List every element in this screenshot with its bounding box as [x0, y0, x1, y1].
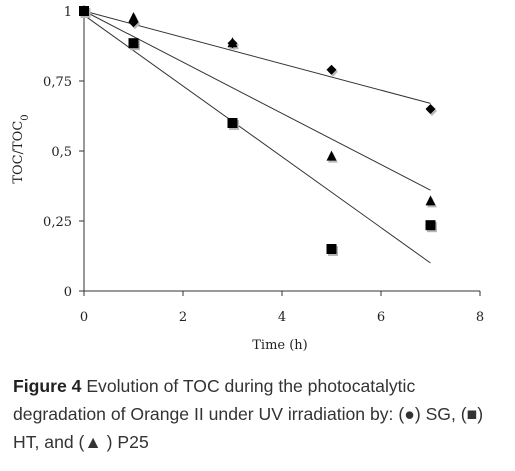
x-tick-label: 6 [377, 310, 385, 325]
x-tick-label: 8 [476, 310, 484, 325]
x-axis-label: Time (h) [252, 338, 308, 353]
caption-text: Evolution of TOC during the photocatalyt… [13, 376, 484, 452]
fit-line-triangle [83, 10, 431, 191]
point-square [128, 38, 139, 49]
point-square [227, 118, 238, 128]
point-triangle [227, 37, 238, 48]
y-tick-label: 0,75 [43, 75, 72, 90]
data-points [79, 5, 437, 256]
point-triangle [128, 12, 139, 22]
y-axis-label: TOC/TOC0 [11, 114, 31, 183]
y-tick-label: 1 [64, 5, 72, 20]
point-triangle [425, 195, 436, 206]
tick-labels: 0 2 4 6 8 0 0,25 0,5 0,75 1 [43, 5, 484, 325]
point-square [326, 244, 337, 254]
point-triangle [79, 5, 89, 15]
toc-chart: 0 2 4 6 8 0 0,25 0,5 0,75 1 Time (h) TOC/TOC0 [11, 5, 484, 353]
point-diamond [425, 104, 436, 114]
fit-lines [83, 10, 431, 264]
x-tick-label: 4 [278, 310, 286, 325]
y-tick-label: 0,25 [43, 215, 72, 230]
point-triangle [326, 150, 337, 161]
figure-caption: Figure 4 Evolution of TOC during the pho… [13, 372, 508, 456]
x-tick-label: 2 [179, 310, 187, 325]
fit-line-diamond [83, 10, 431, 104]
chart-axes [79, 10, 481, 296]
y-tick-label: 0,5 [51, 145, 72, 160]
fit-line-square [83, 14, 431, 264]
y-axis-label-subscript: 0 [20, 114, 31, 120]
x-tick-label: 0 [80, 310, 88, 325]
figure-label: Figure 4 [13, 376, 82, 396]
y-tick-label: 0 [64, 285, 72, 300]
point-diamond [326, 64, 337, 75]
point-square [425, 220, 436, 231]
